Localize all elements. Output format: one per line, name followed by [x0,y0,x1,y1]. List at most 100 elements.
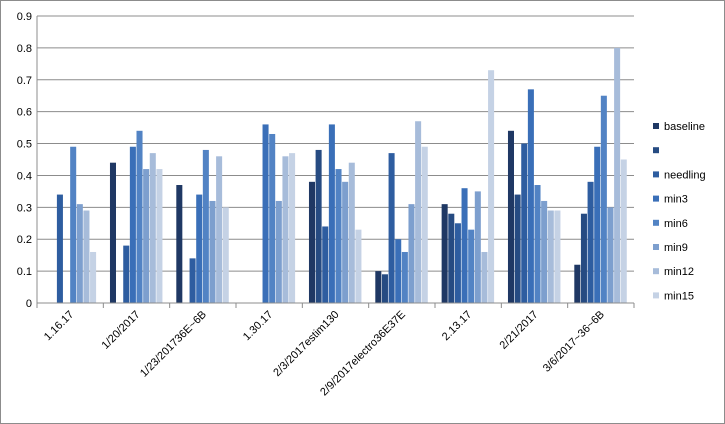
legend: baseline needling min3 min6 min9 min12 min15 [653,121,706,302]
bar [461,188,468,303]
y-tick-label: 0 [26,298,32,310]
bar [282,156,289,303]
y-tick-label: 0.7 [17,75,32,87]
bar [607,207,614,303]
bar [289,153,296,303]
bar [375,271,382,303]
y-tick-label: 0.4 [17,170,32,182]
legend-label: baseline [664,121,705,133]
bar [415,121,422,303]
y-tick-label: 0.3 [17,202,32,214]
bar [308,181,315,303]
legend-label: min9 [664,242,688,254]
bar [83,210,90,303]
bar [129,146,136,303]
bar [56,194,63,303]
bar [441,204,448,303]
bar [123,245,130,303]
x-tick-label: 1.30.17 [241,309,275,343]
y-tick-label: 0.5 [17,139,32,151]
legend-swatch [653,147,659,154]
bar [547,210,554,303]
bar [143,169,150,303]
bar [574,264,581,303]
bar [322,226,329,303]
legend-label: min15 [664,290,694,302]
bar [202,149,209,303]
legend-swatch [653,123,659,129]
bar [189,258,196,303]
bar [328,124,335,303]
bar [90,251,97,303]
bar [196,194,203,303]
bar [70,146,77,303]
bar [534,185,541,303]
legend-swatch [653,171,659,178]
bar [76,204,83,303]
bar [474,191,481,303]
bar [335,169,342,303]
bar [507,130,514,303]
bar [401,251,408,303]
bar [587,181,594,303]
bar [222,207,229,303]
bar [381,274,388,303]
x-tick-label: 1.16.17 [42,309,76,343]
x-tick-label: 3/6/2017~36~6B [541,309,607,375]
bar [275,200,282,303]
legend-swatch [653,219,659,226]
legend-label: needling [664,169,706,181]
bars [56,47,627,304]
bar [580,213,587,303]
y-tick-label: 0.8 [17,43,32,55]
bar [348,162,355,303]
bar [209,200,216,303]
legend-label: min12 [664,266,694,278]
y-tick-label: 0.6 [17,107,32,119]
bar [355,229,362,303]
legend-label: min3 [664,194,688,206]
axes [36,16,635,308]
bar [594,146,601,303]
bar [521,143,528,303]
bar [342,181,349,303]
bar [448,213,455,303]
legend-label: min6 [664,218,688,230]
bar [136,130,143,303]
bar [421,146,428,303]
bar [541,200,548,303]
bar [395,239,402,303]
bar [156,169,163,303]
bar [454,223,461,303]
legend-swatch [653,268,659,275]
x-tick-label: 2/21/2017 [498,309,541,352]
x-tick-label: 1/23/201736E~6B [138,309,209,380]
legend-swatch [653,244,659,250]
bar [269,133,276,303]
x-tick-label: 2/3/2017estim130 [271,309,341,379]
bar [216,156,223,303]
bar [388,153,395,303]
bar [514,194,521,303]
bar [488,70,495,303]
bar [176,185,183,303]
x-tick-label: 1/20/2017 [100,309,143,352]
y-tick-labels: 0 0.1 0.2 0.3 0.4 0.5 0.6 0.7 0.8 0.9 [17,11,32,310]
bar [468,229,475,303]
bar [149,153,156,303]
y-tick-label: 0.1 [17,266,32,278]
bar [408,204,415,303]
legend-swatch [653,195,659,202]
bar [481,251,488,303]
bar [262,124,269,303]
bar [620,159,627,303]
y-tick-label: 0.2 [17,234,32,246]
bar [614,47,621,304]
bar [315,149,322,303]
bar [600,95,607,303]
bar [527,89,534,303]
x-tick-label: 2.13.17 [440,309,474,343]
bar [554,210,561,303]
